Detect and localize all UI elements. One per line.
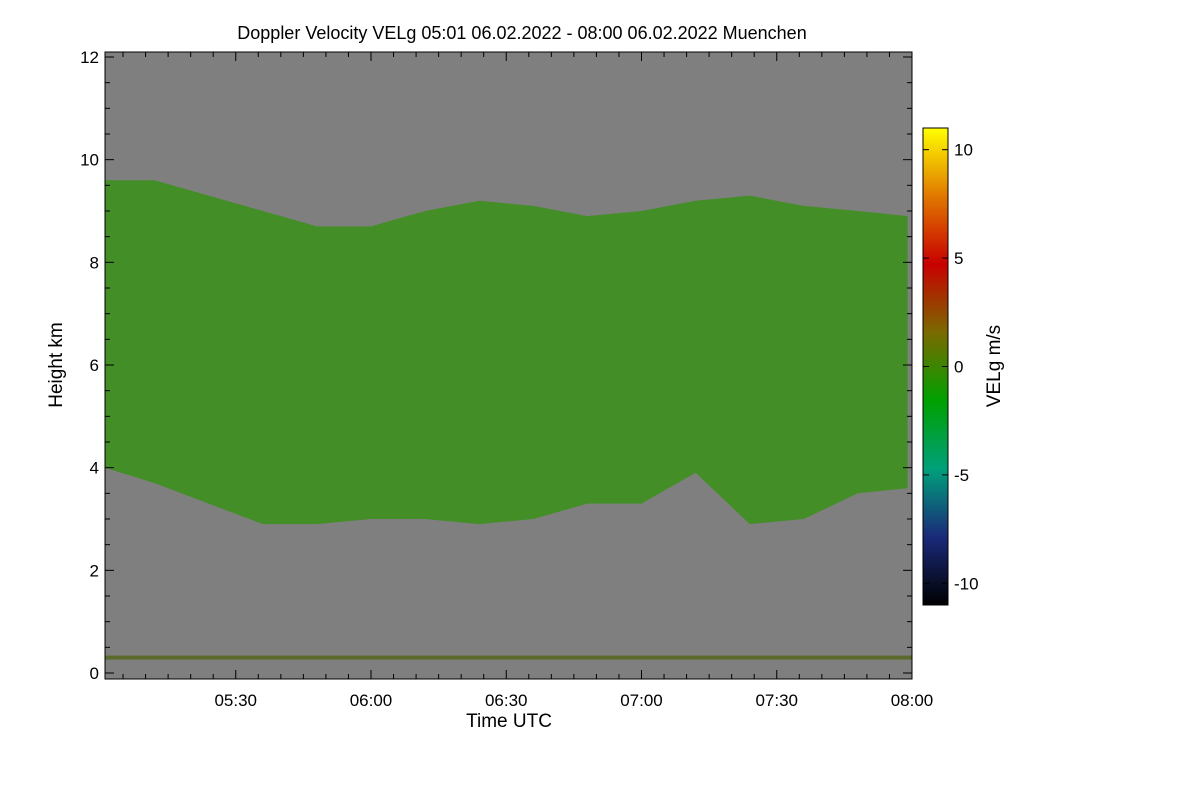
y-tick-label: 10 (80, 151, 99, 170)
y-axis: 0 2 4 6 8 10 12 (80, 48, 912, 683)
x-axis: 05:30 06:00 06:30 07:00 07:30 08:00 (122, 52, 934, 710)
colorbar-label: VELg m/s (984, 325, 1005, 407)
y-tick-label: 8 (90, 253, 99, 272)
colorbar-tick-label: 10 (954, 141, 973, 160)
x-axis-title: Time UTC (466, 711, 552, 732)
plot-area (104, 51, 913, 680)
cloud-echo-region (105, 180, 908, 525)
colorbar-tick-label: 0 (954, 358, 963, 377)
y-axis-title: Height km (46, 322, 67, 408)
y-tick-label: 0 (90, 664, 99, 683)
x-tick-label: 07:30 (755, 691, 798, 710)
y-tick-label: 4 (90, 459, 99, 478)
y-tick-label: 6 (90, 356, 99, 375)
y-tick-label: 2 (90, 561, 99, 580)
x-tick-label: 06:30 (485, 691, 528, 710)
chart-title: Doppler Velocity VELg 05:01 06.02.2022 -… (237, 23, 806, 43)
colorbar-tick-label: -5 (954, 466, 969, 485)
ground-clutter-band (105, 655, 912, 660)
colorbar-tick-label: 5 (954, 249, 963, 268)
x-tick-label: 05:30 (214, 691, 257, 710)
y-tick-label: 12 (80, 48, 99, 67)
colorbar: 10 5 0 -5 -10 (922, 127, 979, 606)
x-tick-label: 07:00 (620, 691, 663, 710)
colorbar-tick-label: -10 (954, 574, 979, 593)
x-tick-label: 08:00 (891, 691, 934, 710)
x-tick-label: 06:00 (350, 691, 393, 710)
